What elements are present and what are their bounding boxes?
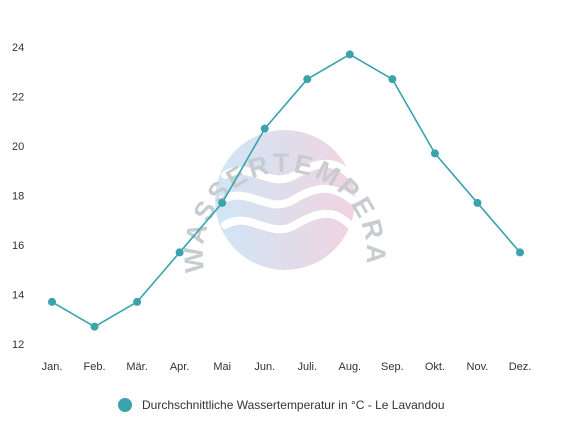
data-point (303, 75, 312, 84)
x-tick-label: Apr. (170, 361, 190, 373)
x-axis: Jan. Feb. Mär. Apr. Mai Jun. Juli. Aug. Sep. Okt.… (42, 361, 532, 373)
x-tick-label: Feb. (84, 361, 106, 373)
y-axis: 12 14 16 18 20 22 24 (12, 42, 24, 351)
x-tick-label: Juli. (297, 361, 317, 373)
y-tick-label: 22 (12, 92, 24, 104)
data-point (90, 322, 99, 331)
x-tick-label: Okt. (425, 361, 445, 373)
x-tick-label: Aug. (338, 361, 361, 373)
data-point (133, 297, 142, 306)
legend-label: Durchschnittliche Wassertemperatur in °C… (142, 398, 445, 412)
data-point (473, 198, 482, 207)
data-point (388, 75, 397, 84)
x-tick-label: Jan. (42, 361, 63, 373)
wave-line-3 (221, 209, 354, 234)
data-point (175, 248, 184, 257)
legend-marker (118, 398, 132, 412)
y-tick-label: 24 (12, 42, 24, 54)
data-point (345, 50, 354, 59)
y-tick-label: 16 (12, 240, 24, 252)
legend[interactable]: Durchschnittliche Wassertemperatur in °C… (118, 398, 445, 412)
data-point (260, 124, 269, 133)
x-tick-label: Nov. (467, 361, 489, 373)
y-tick-label: 12 (12, 339, 24, 351)
data-point (218, 198, 227, 207)
x-tick-label: Jun. (254, 361, 275, 373)
x-tick-label: Mai (213, 361, 231, 373)
series-line (51, 53, 521, 328)
x-tick-label: Dez. (509, 361, 532, 373)
data-point (48, 297, 56, 306)
wave-line-1 (221, 159, 354, 184)
y-tick-label: 18 (12, 191, 24, 203)
data-point (516, 248, 524, 257)
x-tick-label: Sep. (381, 361, 404, 373)
y-tick-label: 20 (12, 141, 24, 153)
x-tick-label: Mär. (126, 361, 147, 373)
y-tick-label: 14 (12, 290, 24, 302)
watermark: WASSERTEMPERATUR.ORG (0, 0, 388, 274)
wave-line-2 (218, 184, 356, 209)
series-group (48, 50, 524, 331)
data-point (430, 149, 439, 158)
